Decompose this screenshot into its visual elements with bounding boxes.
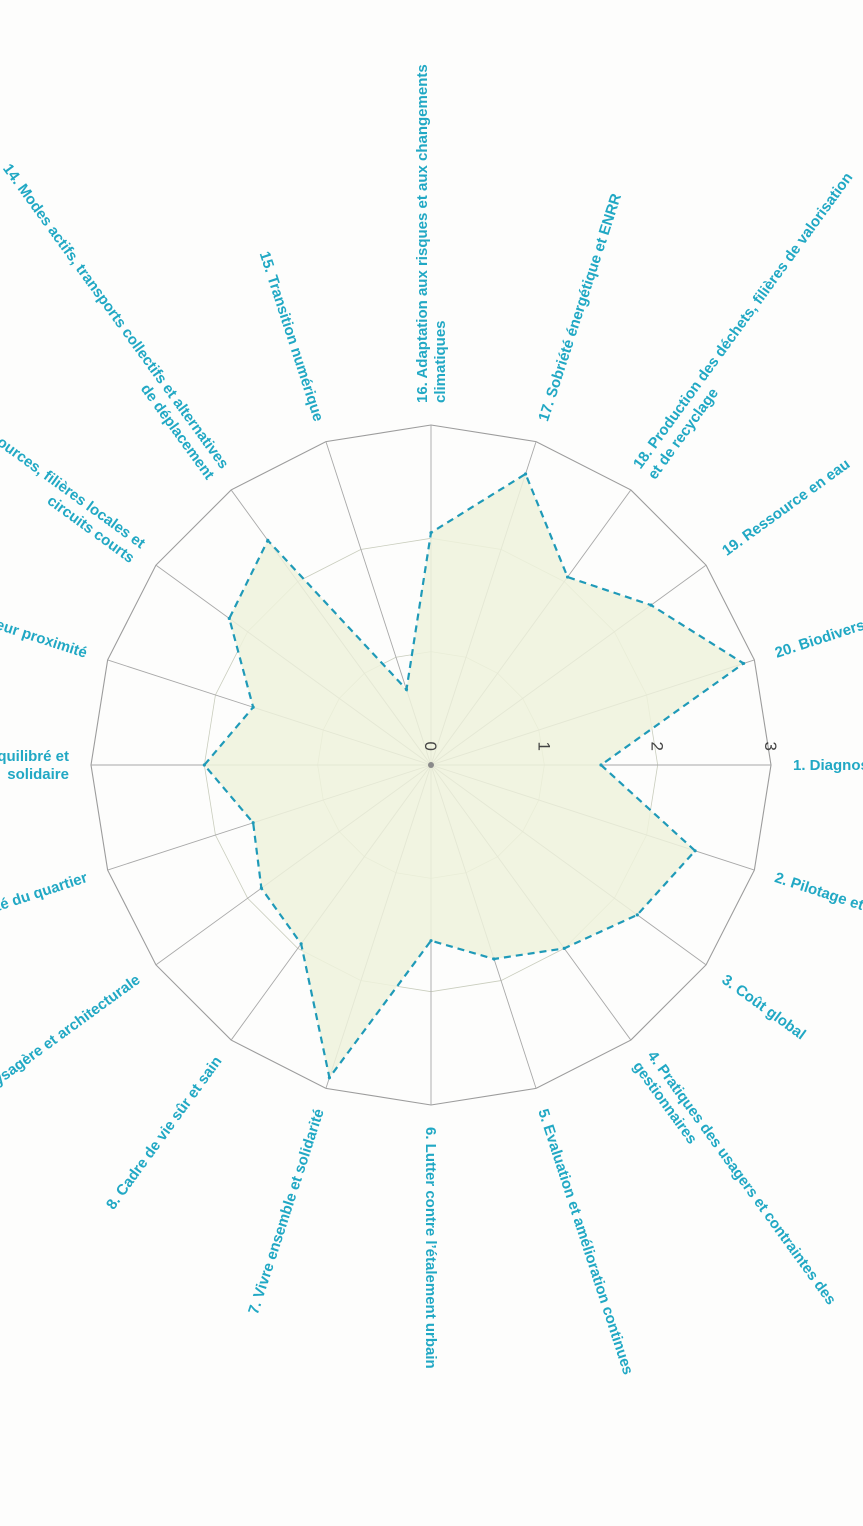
axis-label-line: 9. Qualité urbaine, paysagère et archite… (0, 971, 143, 1178)
axis-label-line: 1. Diagnostic du territoire (793, 757, 863, 774)
axis-label-7: 7. Vivre ensemble et solidarité (245, 1107, 328, 1317)
axis-label-line: 19. Ressource en eau (719, 456, 853, 560)
radar-data-area (202, 472, 746, 1081)
radar-tick-labels: 0 1 2 3 (421, 742, 780, 751)
axis-label-line: 5. Evaluation et amélioration continues (534, 1107, 636, 1377)
radar-point-5 (492, 957, 496, 961)
radar-point-2 (693, 849, 697, 853)
axis-label-line: 8. Cadre de vie sûr et sain (103, 1053, 226, 1213)
radar-point-12 (251, 705, 255, 709)
axis-label-17: 17. Sobriété énergétique et ENRR (535, 191, 625, 423)
axis-label-11: 11. Développement économique local équil… (0, 748, 69, 783)
axis-label-3: 3. Coût global (719, 971, 809, 1043)
radar-series-area (202, 472, 746, 1081)
axis-label-15: 15. Transition numérique (256, 249, 327, 423)
axis-label-line: 18. Production des déchets, filières de … (630, 169, 856, 472)
radar-point-7 (327, 1075, 332, 1080)
radar-tick-3: 3 (761, 742, 780, 751)
axis-label-line: 3. Coût global (719, 971, 809, 1043)
radar-tick-1: 1 (534, 742, 553, 751)
axis-label-line: 4. Pratiques des usagers et contraintes … (644, 1048, 840, 1308)
axis-label-line: 17. Sobriété énergétique et ENRR (535, 191, 625, 423)
axis-label-6: 6. Lutter contre l’étalement urbain (422, 1127, 439, 1369)
radar-center (428, 762, 434, 768)
axis-label-line: 11. Développement économique local équil… (0, 748, 69, 765)
radar-point-10 (251, 821, 255, 825)
axis-label-line: solidaire (7, 766, 69, 783)
axis-label-2: 2. Pilotage et gouvernance élargie (772, 869, 863, 960)
radar-rotated-group: 0 1 2 3 1. Diagnostic du territoire 2. Pilot… (0, 64, 863, 1377)
axis-label-line: 15. Transition numérique (256, 249, 327, 423)
axis-label-8: 8. Cadre de vie sûr et sain (103, 1053, 226, 1213)
radar-point-20 (741, 661, 746, 666)
radar-point-6 (429, 939, 433, 943)
axis-label-20: 20. Biodiversité, les sols et les milieu… (773, 542, 863, 662)
radar-point-4 (562, 946, 566, 950)
axis-label-5: 5. Evaluation et amélioration continues (534, 1107, 636, 1377)
axis-label-line: climatiques (432, 320, 449, 403)
axis-label-9: 9. Qualité urbaine, paysagère et archite… (0, 971, 143, 1178)
radar-point-13 (227, 616, 231, 621)
axis-label-1: 1. Diagnostic du territoire (793, 757, 863, 774)
axis-label-line: 12.Diversité des fonctions et leur proxi… (0, 551, 89, 662)
axis-label-line: 2. Pilotage et gouvernance élargie (772, 869, 863, 960)
axis-label-line: 10. Patrimoine local et identité du quar… (0, 869, 90, 977)
axis-label-4: 4. Pratiques des usagers et contraintes … (629, 1048, 840, 1308)
radar-point-17 (523, 472, 528, 476)
radar-tick-0: 0 (421, 742, 440, 751)
radar-point-14 (266, 538, 270, 542)
axis-label-13: 13. Utilisation des ressources, filières… (0, 338, 148, 567)
axis-label-line: 20. Biodiversité, les sols et les milieu… (773, 542, 863, 662)
radar-point-1 (599, 763, 603, 767)
radar-point-3 (635, 913, 639, 917)
radar-point-19 (649, 603, 653, 607)
radar-point-18 (565, 575, 570, 579)
radar-tick-2: 2 (648, 742, 667, 751)
radar-point-16 (429, 531, 433, 535)
axis-label-18: 18. Production des déchets, filières de … (630, 169, 856, 482)
axis-label-line: 14. Modes actifs, transports collectifs … (0, 161, 232, 472)
axis-label-14: 14. Modes actifs, transports collectifs … (0, 161, 232, 483)
axis-label-line: 7. Vivre ensemble et solidarité (245, 1107, 328, 1317)
radar-point-15 (404, 687, 409, 692)
axis-label-line: 6. Lutter contre l’étalement urbain (422, 1127, 439, 1369)
radar-point-8 (299, 942, 303, 946)
radar-point-9 (259, 886, 263, 890)
axis-label-12: 12.Diversité des fonctions et leur proxi… (0, 551, 89, 662)
axis-label-16: 16. Adaptation aux risques et aux change… (414, 64, 449, 403)
axis-label-10: 10. Patrimoine local et identité du quar… (0, 869, 90, 977)
axis-label-19: 19. Ressource en eau (719, 456, 853, 560)
radar-point-11 (202, 763, 206, 767)
axis-label-line: 16. Adaptation aux risques et aux change… (414, 64, 431, 403)
